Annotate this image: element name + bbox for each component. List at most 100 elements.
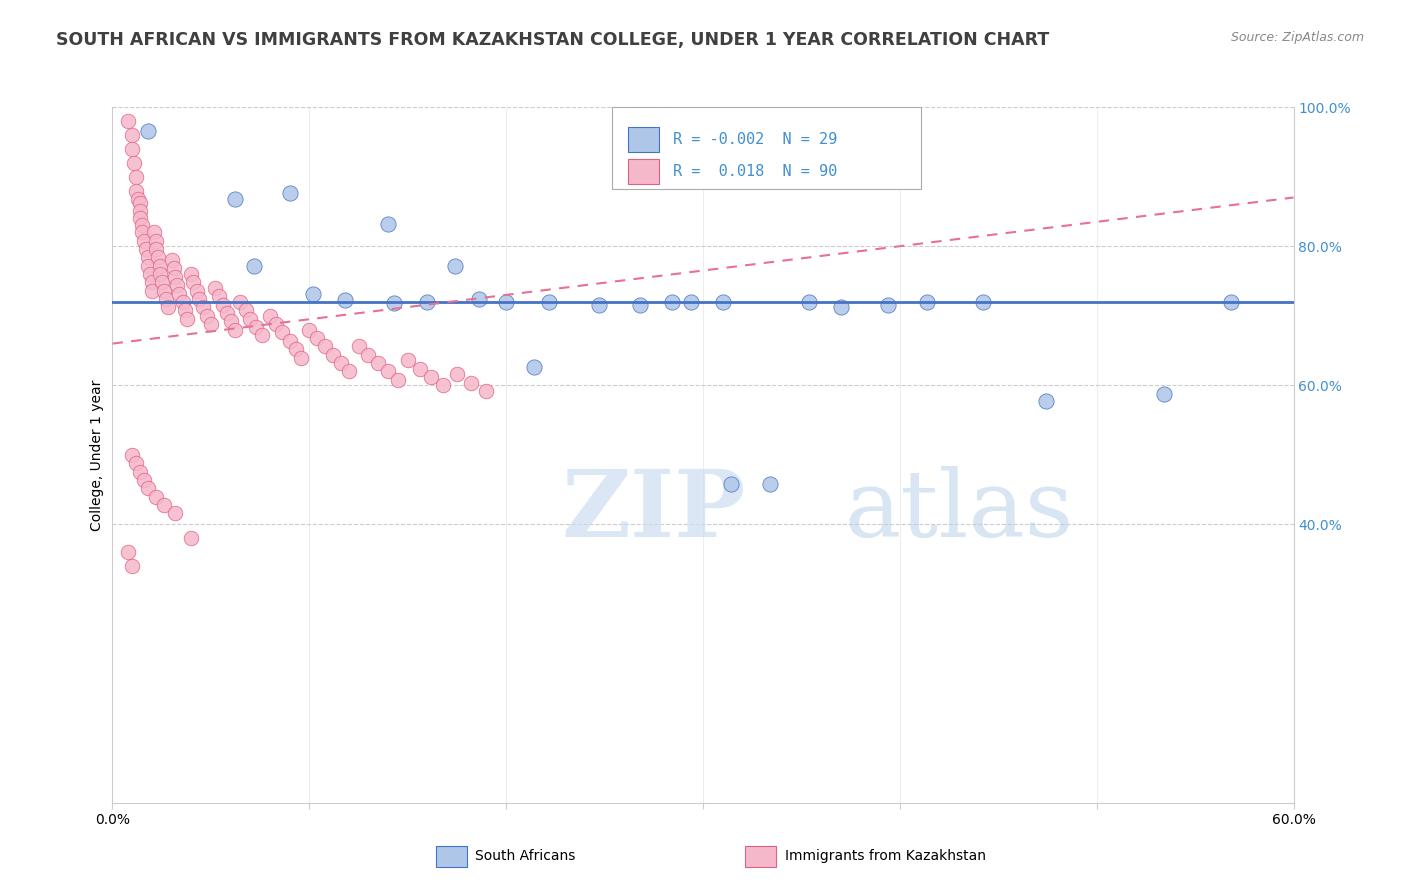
Point (145, 490, 167, 504)
Point (160, 253, 183, 268)
Point (146, 250, 169, 264)
Point (1153, 386, 1175, 401)
Point (156, 301, 179, 315)
Point (125, 169, 148, 184)
Point (377, 217, 399, 231)
Point (1219, 294, 1241, 309)
Point (250, 328, 273, 343)
Point (245, 319, 267, 334)
Point (259, 309, 281, 323)
Point (408, 361, 430, 376)
Point (162, 261, 184, 276)
Point (917, 294, 939, 309)
Point (229, 294, 252, 309)
Point (290, 351, 312, 365)
Point (145, 242, 167, 256)
Point (127, 192, 149, 206)
Point (446, 368, 468, 382)
Point (129, 204, 152, 219)
Point (132, 234, 155, 248)
Point (314, 339, 336, 353)
Point (337, 364, 360, 378)
Point (329, 356, 352, 370)
Point (121, 142, 143, 156)
Point (219, 314, 242, 328)
Point (278, 334, 301, 348)
Point (169, 286, 191, 301)
Text: atlas: atlas (845, 466, 1074, 556)
Point (181, 276, 204, 290)
Point (152, 498, 174, 512)
Point (121, 128, 143, 142)
Point (270, 326, 292, 340)
Point (150, 276, 173, 290)
Point (191, 301, 214, 315)
Point (460, 376, 482, 390)
Point (200, 317, 222, 331)
Point (195, 309, 218, 323)
Point (180, 532, 202, 546)
Point (180, 267, 202, 281)
Point (132, 473, 155, 487)
Point (129, 211, 152, 226)
Point (129, 465, 152, 479)
Point (720, 477, 742, 491)
Point (284, 342, 307, 356)
Text: Source: ZipAtlas.com: Source: ZipAtlas.com (1230, 31, 1364, 45)
Point (333, 293, 356, 308)
Point (136, 124, 159, 138)
Point (139, 267, 162, 281)
Point (174, 303, 197, 318)
Point (125, 184, 148, 198)
Point (211, 298, 233, 312)
Point (208, 289, 231, 303)
Point (131, 219, 153, 233)
Point (475, 384, 498, 398)
Point (432, 378, 454, 392)
Point (224, 323, 246, 337)
Point (239, 311, 262, 326)
Point (186, 284, 208, 298)
Point (588, 298, 610, 312)
Point (165, 507, 187, 521)
Point (523, 360, 546, 375)
Point (1035, 393, 1057, 408)
Point (215, 306, 238, 320)
Point (307, 331, 329, 345)
Point (538, 294, 561, 309)
Point (302, 286, 325, 301)
Point (278, 186, 301, 201)
Point (661, 294, 683, 309)
Point (467, 292, 489, 306)
Point (117, 545, 139, 559)
Text: Immigrants from Kazakhstan: Immigrants from Kazakhstan (785, 849, 986, 863)
Text: R =  0.018  N = 90: R = 0.018 N = 90 (673, 164, 838, 178)
Point (166, 278, 188, 293)
Text: ZIP: ZIP (561, 466, 745, 556)
Point (347, 339, 370, 353)
Point (136, 481, 159, 495)
Point (416, 294, 439, 309)
Point (264, 317, 287, 331)
Point (235, 303, 257, 318)
Point (121, 559, 143, 574)
Point (136, 250, 159, 264)
Point (711, 294, 734, 309)
Point (125, 456, 148, 470)
Text: SOUTH AFRICAN VS IMMIGRANTS FROM KAZAKHSTAN COLLEGE, UNDER 1 YEAR CORRELATION CH: SOUTH AFRICAN VS IMMIGRANTS FROM KAZAKHS… (56, 31, 1049, 49)
Point (298, 323, 321, 337)
Point (141, 284, 163, 298)
Point (122, 155, 145, 169)
Point (628, 298, 651, 312)
Point (176, 311, 198, 326)
Point (135, 242, 157, 256)
Point (224, 192, 246, 206)
Point (129, 196, 152, 211)
Point (877, 298, 900, 312)
Point (799, 294, 821, 309)
Point (759, 477, 782, 491)
Point (367, 356, 389, 370)
Point (382, 296, 405, 310)
Point (149, 259, 172, 273)
Text: South Africans: South Africans (475, 849, 575, 863)
